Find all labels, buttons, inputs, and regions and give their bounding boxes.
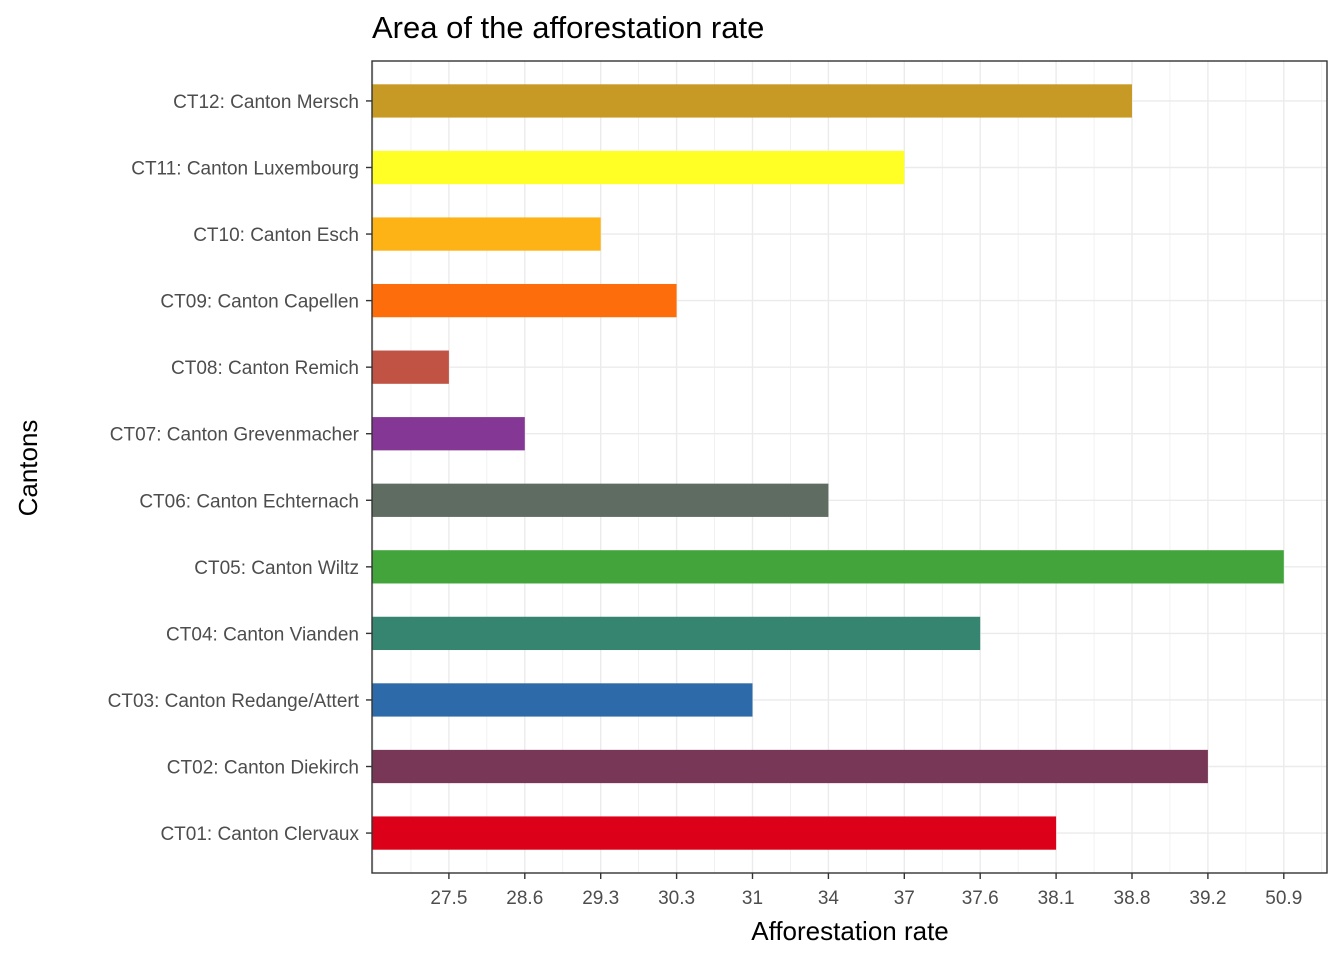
panel-border bbox=[371, 60, 1328, 874]
y-tick-label: CT08: Canton Remich bbox=[171, 358, 359, 379]
x-tick-label: 39.2 bbox=[1189, 888, 1226, 909]
y-tick-label: CT07: Canton Grevenmacher bbox=[110, 425, 360, 446]
x-tick-label: 31 bbox=[742, 888, 763, 909]
x-axis-title: Afforestation rate bbox=[751, 916, 949, 946]
y-tick-label: CT09: Canton Capellen bbox=[160, 292, 359, 313]
x-tick-label: 34 bbox=[818, 888, 840, 909]
plot-panel: 27.5 28.6 29.3 30.3 31 34 37 37.6 38.1 38.8 39.2 50… bbox=[108, 60, 1328, 909]
x-tick-label: 30.3 bbox=[658, 888, 695, 909]
bar bbox=[372, 816, 1057, 850]
x-tick-label: 37.6 bbox=[962, 888, 999, 909]
bar bbox=[372, 417, 525, 451]
y-tick-label: CT01: Canton Clervaux bbox=[160, 824, 359, 845]
x-tick-label: 38.8 bbox=[1114, 888, 1151, 909]
x-tick-label: 50.9 bbox=[1265, 888, 1302, 909]
bar bbox=[372, 616, 981, 651]
bar bbox=[372, 283, 677, 318]
y-tick-label: CT04: Canton Vianden bbox=[166, 624, 359, 645]
bar bbox=[372, 550, 1284, 584]
y-axis-title: Cantons bbox=[13, 420, 43, 517]
x-tick-label: 27.5 bbox=[430, 888, 467, 909]
y-tick-label: CT02: Canton Diekirch bbox=[167, 758, 359, 779]
y-tick-label: CT05: Canton Wiltz bbox=[194, 558, 359, 579]
x-tick-label: 38.1 bbox=[1038, 888, 1075, 909]
bar bbox=[372, 749, 1208, 784]
bar bbox=[372, 683, 753, 717]
y-tick-label: CT11: Canton Luxembourg bbox=[131, 158, 359, 179]
x-tick-label: 28.6 bbox=[506, 888, 543, 909]
bar bbox=[372, 483, 829, 517]
y-tick-label: CT06: Canton Echternach bbox=[139, 491, 359, 512]
bar bbox=[372, 150, 905, 185]
y-tick-label: CT03: Canton Redange/Attert bbox=[108, 691, 360, 712]
bar bbox=[372, 84, 1132, 118]
chart-title: Area of the afforestation rate bbox=[372, 10, 764, 45]
x-tick-label: 29.3 bbox=[582, 888, 619, 909]
bar bbox=[372, 217, 601, 251]
y-tick-label: CT12: Canton Mersch bbox=[173, 92, 359, 113]
x-tick-label: 37 bbox=[894, 888, 915, 909]
bar bbox=[372, 350, 449, 384]
y-tick-label: CT10: Canton Esch bbox=[193, 225, 359, 246]
panel-background bbox=[372, 61, 1327, 873]
